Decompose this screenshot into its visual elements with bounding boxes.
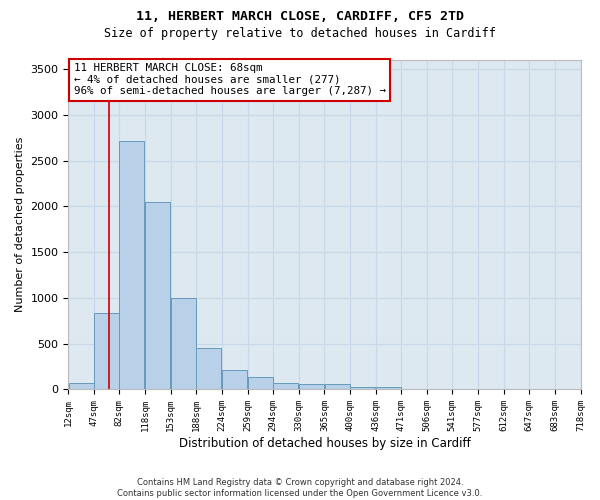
Y-axis label: Number of detached properties: Number of detached properties [15,137,25,312]
Bar [401,388,427,390]
Bar [68,382,94,390]
Bar [119,140,145,390]
Bar [196,348,221,390]
Text: Size of property relative to detached houses in Cardiff: Size of property relative to detached ho… [104,28,496,40]
Bar [273,382,298,390]
Text: Contains HM Land Registry data © Crown copyright and database right 2024.
Contai: Contains HM Land Registry data © Crown c… [118,478,482,498]
Bar [350,386,375,390]
X-axis label: Distribution of detached houses by size in Cardiff: Distribution of detached houses by size … [179,437,470,450]
Bar [325,384,350,390]
Bar [299,384,324,390]
Text: 11, HERBERT MARCH CLOSE, CARDIFF, CF5 2TD: 11, HERBERT MARCH CLOSE, CARDIFF, CF5 2T… [136,10,464,23]
Bar [248,376,273,390]
Text: 11 HERBERT MARCH CLOSE: 68sqm
← 4% of detached houses are smaller (277)
96% of s: 11 HERBERT MARCH CLOSE: 68sqm ← 4% of de… [74,64,386,96]
Bar [376,387,401,390]
Bar [145,202,170,390]
Bar [171,298,196,390]
Bar [94,312,119,390]
Bar [223,370,247,390]
